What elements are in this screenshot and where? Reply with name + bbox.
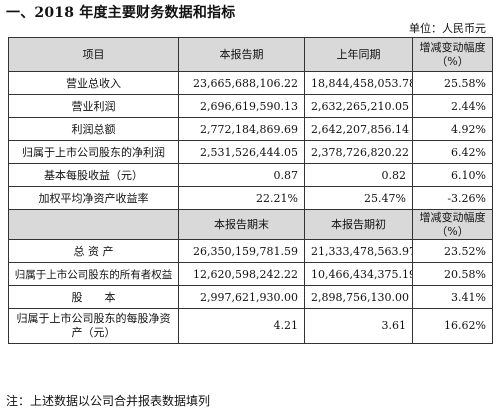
row-label: 股 本 (8, 285, 179, 309)
current-value: 0.87 (178, 163, 305, 187)
change-value: 3.41% (412, 285, 493, 309)
prior-value: 3.61 (304, 308, 413, 344)
table-row: 基本每股收益（元） 0.87 0.82 6.10% (8, 163, 493, 187)
current-value: 26,350,159,781.59 (178, 239, 305, 263)
prior-value: 18,844,458,053.78 (304, 71, 413, 95)
financial-data-table: 项目 本报告期 上年同期 增减变动幅度（%） 营业总收入 23,665,688,… (8, 37, 493, 344)
row-label: 基本每股收益（元） (8, 163, 179, 187)
header-prior-period: 上年同期 (304, 37, 413, 72)
current-value: 4.21 (178, 308, 305, 344)
currency-unit: 单位：人民币元 (409, 22, 486, 35)
change-value: 6.42% (412, 140, 493, 164)
table-row: 归属于上市公司股东的所有者权益 12,620,598,242.22 10,466… (8, 262, 493, 286)
table-row: 利润总额 2,772,184,869.69 2,642,207,856.14 4… (8, 117, 493, 141)
change-value: 23.52% (412, 239, 493, 263)
current-value: 2,997,621,930.00 (178, 285, 305, 309)
header-item: 项目 (8, 37, 179, 72)
table-row: 股 本 2,997,621,930.00 2,898,756,130.00 3.… (8, 285, 493, 309)
change-value: 2.44% (412, 94, 493, 118)
row-label: 营业利润 (8, 94, 179, 118)
table-row: 营业总收入 23,665,688,106.22 18,844,458,053.7… (8, 71, 493, 95)
header-current-period: 本报告期 (178, 37, 305, 72)
prior-value: 21,333,478,563.97 (304, 239, 413, 263)
prior-value: 0.82 (304, 163, 413, 187)
row-label: 归属于上市公司股东的每股净资产（元） (8, 308, 179, 344)
current-value: 12,620,598,242.22 (178, 262, 305, 286)
footnote: 注：上述数据以公司合并报表数据填列 (6, 394, 211, 408)
change-value: 25.58% (412, 71, 493, 95)
prior-value: 2,898,756,130.00 (304, 285, 413, 309)
prior-value: 2,378,726,820.22 (304, 140, 413, 164)
row-label: 归属于上市公司股东的净利润 (8, 140, 179, 164)
change-value: 6.10% (412, 163, 493, 187)
header-change: 增减变动幅度（%） (412, 209, 493, 240)
prior-value: 10,466,434,375.19 (304, 262, 413, 286)
row-label: 归属于上市公司股东的所有者权益 (8, 262, 179, 286)
current-value: 2,531,526,444.05 (178, 140, 305, 164)
table-row: 加权平均净资产收益率 22.21% 25.47% -3.26% (8, 186, 493, 210)
current-value: 2,772,184,869.69 (178, 117, 305, 141)
table-row: 营业利润 2,696,619,590.13 2,632,265,210.05 2… (8, 94, 493, 118)
change-value: 4.92% (412, 117, 493, 141)
change-value: -3.26% (412, 186, 493, 210)
balance-header-row: 本报告期末 本报告期初 增减变动幅度（%） (8, 209, 493, 240)
row-label: 加权平均净资产收益率 (8, 186, 179, 210)
prior-value: 25.47% (304, 186, 413, 210)
change-value: 16.62% (412, 308, 493, 344)
table-row: 归属于上市公司股东的每股净资产（元） 4.21 3.61 16.62% (8, 308, 493, 344)
header-change: 增减变动幅度（%） (412, 37, 493, 72)
table-row: 归属于上市公司股东的净利润 2,531,526,444.05 2,378,726… (8, 140, 493, 164)
section-title: 一、2018 年度主要财务数据和指标 (6, 5, 236, 21)
header-period-end: 本报告期末 (178, 209, 305, 240)
prior-value: 2,632,265,210.05 (304, 94, 413, 118)
header-period-start: 本报告期初 (304, 209, 413, 240)
current-value: 22.21% (178, 186, 305, 210)
table-row: 总 资 产 26,350,159,781.59 21,333,478,563.9… (8, 239, 493, 263)
row-label: 营业总收入 (8, 71, 179, 95)
current-value: 23,665,688,106.22 (178, 71, 305, 95)
row-label: 总 资 产 (8, 239, 179, 263)
header-blank (8, 209, 179, 240)
table-header-row: 项目 本报告期 上年同期 增减变动幅度（%） (8, 37, 493, 72)
row-label: 利润总额 (8, 117, 179, 141)
change-value: 20.58% (412, 262, 493, 286)
current-value: 2,696,619,590.13 (178, 94, 305, 118)
prior-value: 2,642,207,856.14 (304, 117, 413, 141)
